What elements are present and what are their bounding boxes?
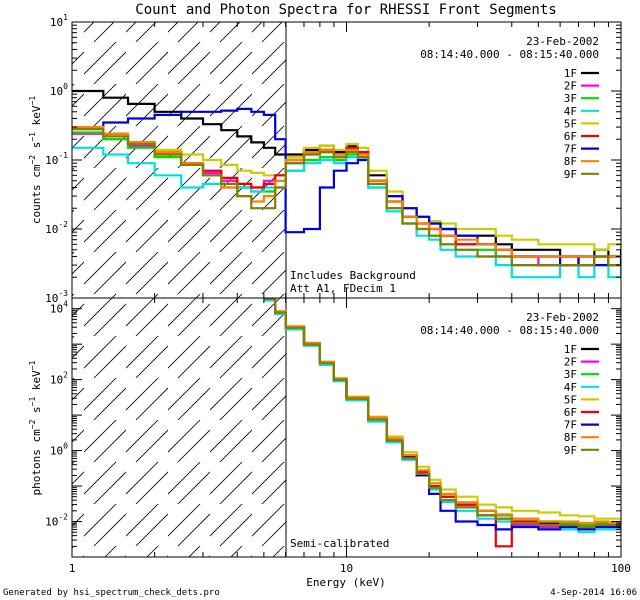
photon-time-range: 08:14:40.000 - 08:15:40.000 [420,324,599,337]
count-legend-label-6F: 6F [564,130,577,143]
photon-legend-label-9F: 9F [564,444,577,457]
x-tick-label: 100 [611,562,631,575]
count-ylabel: counts cm−2 s−1 keV−1 [28,96,43,224]
photon-plot-frame [71,297,622,558]
photon-legend-label-2F: 2F [564,356,577,369]
count-ytick-label: 10-2 [45,220,68,236]
photon-series-group [263,298,621,548]
count-series-4F [72,146,621,279]
count-ytick-label: 101 [50,13,68,29]
count-axis-ticks: 10-3 10-2 10-1 100 101 [45,13,621,305]
photon-legend-label-8F: 8F [564,431,577,444]
photon-legend-label-6F: 6F [564,406,577,419]
figure-title: Count and Photon Spectra for RHESSI Fron… [135,2,556,18]
photon-legend-label-1F: 1F [564,343,577,356]
photon-ytick-label: 10-2 [45,513,68,529]
photon-spectra-panel: 10-2 100 102 104 1 10 100 23-Feb-2002 08:14:40… [28,297,631,575]
photon-date: 23-Feb-2002 [526,311,599,324]
count-legend-label-4F: 4F [564,105,577,118]
count-legend-label-1F: 1F [564,67,577,80]
count-series-9F [72,128,621,267]
photon-legend-label-4F: 4F [564,381,577,394]
count-ytick-label: 10-1 [45,151,68,167]
count-legend-label-3F: 3F [564,92,577,105]
count-time-range: 08:14:40.000 - 08:15:40.000 [420,48,599,61]
count-ytick-label: 100 [50,82,68,98]
count-series-group [72,89,621,279]
photon-ytick-label: 100 [50,442,68,458]
photon-legend-label-5F: 5F [564,393,577,406]
footer-timestamp: 4-Sep-2014 16:06 [550,588,637,598]
photon-series-9F [263,298,621,529]
count-ytick-label: 10-3 [45,289,68,305]
photon-annotation: Semi-calibrated [290,537,389,550]
photon-ytick-label: 102 [50,371,68,387]
photon-shaded-region [72,298,286,557]
count-legend-label-9F: 9F [564,168,577,181]
count-annotation-attenuator: Att A1, FDecim 1 [290,282,396,295]
count-annotation-background: Includes Background [290,269,416,282]
count-series-5F [72,128,621,251]
x-tick-label: 1 [69,562,76,575]
count-legend-label-5F: 5F [564,117,577,130]
count-spectra-panel: 10-3 10-2 10-1 100 101 23-Feb-2002 08:14:40.… [28,13,622,305]
footer-generated-by: Generated by hsi_spectrum_check_dets.pro [3,588,220,598]
count-legend-label-7F: 7F [564,143,577,156]
count-date: 23-Feb-2002 [526,35,599,48]
photon-legend-label-3F: 3F [564,368,577,381]
x-tick-label: 10 [340,562,353,575]
count-legend-label-8F: 8F [564,155,577,168]
count-shaded-region [72,22,286,298]
photon-legend-label-7F: 7F [564,419,577,432]
photon-ytick-label: 104 [50,300,68,316]
x-axis-label: Energy (keV) [306,576,385,589]
count-legend-label-2F: 2F [564,80,577,93]
photon-ylabel: photons cm−2 s−1 keV−1 [28,360,43,495]
